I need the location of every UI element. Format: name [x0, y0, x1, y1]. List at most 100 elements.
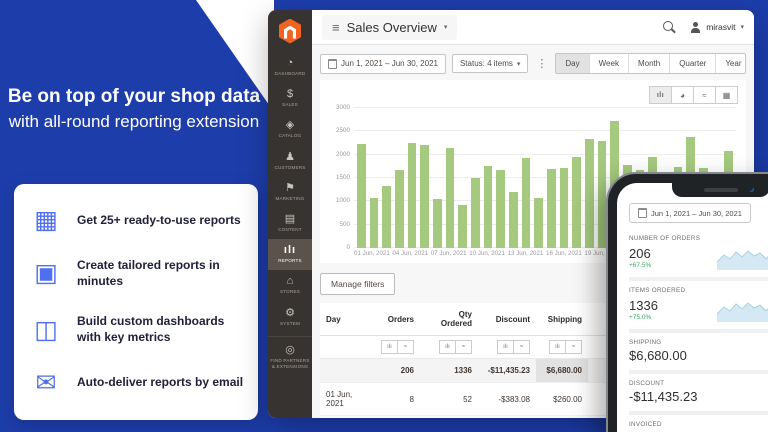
- table-cell: $260.00: [536, 383, 588, 416]
- sidebar-item-customers[interactable]: ♟ CUSTOMERS: [268, 146, 312, 177]
- phone-stat-card: INVOICED$53,185.57+76.9%: [629, 411, 768, 432]
- chart-bar: [382, 185, 392, 248]
- chart-bar: [445, 147, 455, 248]
- y-tick-label: 2000: [335, 150, 350, 158]
- phone-stat-card: SHIPPING $6,680.00: [629, 329, 768, 370]
- reports-icon: ılı: [283, 244, 297, 257]
- table-column-header[interactable]: Discount: [478, 303, 536, 336]
- sales-icon: $: [286, 88, 294, 101]
- table-column-header[interactable]: Day: [320, 303, 375, 336]
- table-view-icon[interactable]: ▦: [715, 86, 738, 104]
- chart-bar: [458, 204, 468, 248]
- calendar-icon: [638, 208, 647, 218]
- catalog-icon: ◈: [285, 119, 295, 132]
- chart-bar: [483, 165, 493, 248]
- stat-value-block: $6,680.00: [629, 348, 687, 363]
- feature-item: ◫ Build custom dashboards with key metric…: [28, 314, 244, 345]
- mini-bar-chart-icon[interactable]: ılı: [549, 340, 566, 354]
- admin-header: ≡ Sales Overview ▾ mirasvit ▾: [312, 10, 754, 45]
- stat-row: 1336 +75.0%: [629, 296, 768, 322]
- page-title-menu[interactable]: ≡ Sales Overview ▾: [322, 14, 458, 40]
- auto-deliver-icon: ✉: [35, 368, 57, 397]
- table-column-header[interactable]: Orders: [375, 303, 420, 336]
- table-sort-cell: ılı≈: [536, 336, 588, 359]
- phone-dashboard: Jun 1, 2021 – Jun 30, 2021 NUMBER OF ORD…: [617, 183, 768, 432]
- hero-subtitle: with all-round reporting extension: [8, 111, 260, 131]
- chart-bar: [496, 170, 506, 248]
- stat-label: DISCOUNT: [629, 380, 665, 387]
- stat-label: ITEMS ORDERED: [629, 287, 686, 294]
- chevron-down-icon: ▾: [516, 60, 521, 68]
- feature-label: Auto-deliver reports by email: [77, 375, 244, 390]
- table-sort-cell: [320, 336, 375, 359]
- more-options-icon[interactable]: ⋮: [536, 58, 548, 70]
- tab-day[interactable]: Day: [556, 54, 589, 73]
- bar-chart-view-icon[interactable]: ılı: [649, 86, 672, 104]
- table-total-cell: [320, 359, 375, 383]
- sidebar-item-label: CONTENT: [278, 226, 302, 232]
- date-range-button[interactable]: Jun 1, 2021 – Jun 30, 2021: [320, 53, 446, 74]
- chart-bar: [597, 141, 607, 248]
- sidebar-item-content[interactable]: ▤ CONTENT: [268, 208, 312, 239]
- gridline: [354, 200, 736, 202]
- chart-bar: [547, 168, 556, 248]
- marketing-icon: ⚑: [285, 181, 295, 194]
- sidebar-item-label: STORES: [279, 289, 300, 295]
- line-chart-view-icon[interactable]: ≈: [693, 86, 716, 104]
- phone-stats-list: NUMBER OF ORDERS 206 +67.5% ITEMS ORDERED 13…: [629, 229, 768, 432]
- user-icon: [690, 21, 701, 33]
- sidebar-item-marketing[interactable]: ⚑ MARKETING: [268, 177, 312, 208]
- search-icon[interactable]: [663, 20, 676, 34]
- custom-dashboards-icon: ◫: [34, 315, 58, 344]
- chart-toggle-pair: ılı≈: [497, 340, 530, 354]
- status-filter-label: Status: 4 items: [459, 59, 513, 68]
- mini-bar-chart-icon[interactable]: ılı: [381, 340, 398, 354]
- table-column-header[interactable]: Shipping: [536, 303, 588, 336]
- magento-logo[interactable]: [268, 10, 312, 52]
- user-account-menu[interactable]: mirasvit ▾: [690, 21, 744, 33]
- stat-row: -$11,435.23: [629, 389, 768, 404]
- table-cell: -$286.00: [478, 416, 536, 418]
- table-column-header[interactable]: Qty Ordered: [420, 303, 478, 336]
- mini-line-chart-icon[interactable]: ≈: [455, 340, 472, 354]
- status-filter-dropdown[interactable]: Status: 4 items ▾: [451, 54, 529, 73]
- tab-month[interactable]: Month: [627, 54, 669, 73]
- chart-bar: [420, 144, 430, 248]
- content-icon: ▤: [284, 212, 296, 225]
- sidebar-item-find-partners[interactable]: ◎ FIND PARTNERS & EXTENSIONS: [268, 335, 312, 376]
- sidebar-item-stores[interactable]: ⌂ STORES: [268, 270, 312, 301]
- x-tick-label: 04 Jun, 2021: [392, 250, 429, 257]
- stat-value: 1336: [629, 297, 658, 313]
- tab-quarter[interactable]: Quarter: [669, 54, 715, 73]
- phone-mockup: Jun 1, 2021 – Jun 30, 2021 NUMBER OF ORD…: [606, 172, 768, 432]
- sidebar-item-reports[interactable]: ılı REPORTS: [268, 239, 312, 271]
- sidebar-item-dashboard[interactable]: ◔ DASHBOARD: [268, 52, 312, 83]
- sidebar-item-catalog[interactable]: ◈ CATALOG: [268, 114, 312, 145]
- x-tick-label: 07 Jun, 2021: [430, 250, 467, 257]
- mini-bar-chart-icon[interactable]: ılı: [439, 340, 456, 354]
- mini-line-chart-icon[interactable]: ≈: [565, 340, 582, 354]
- chart-bar: [369, 197, 379, 248]
- mini-bar-chart-icon[interactable]: ılı: [497, 340, 514, 354]
- sidebar-item-label: REPORTS: [278, 258, 302, 264]
- phone-date-range-button[interactable]: Jun 1, 2021 – Jun 30, 2021: [629, 203, 751, 223]
- tab-year[interactable]: Year: [715, 54, 745, 73]
- find-partners-icon: ◎: [285, 343, 295, 356]
- phone-date-range-label: Jun 1, 2021 – Jun 30, 2021: [651, 208, 742, 218]
- chart-bar: [585, 139, 594, 248]
- system-icon: ⚙: [285, 306, 295, 319]
- mini-line-chart-icon[interactable]: ≈: [397, 340, 414, 354]
- mini-line-chart-icon[interactable]: ≈: [513, 340, 530, 354]
- pie-chart-view-icon[interactable]: ◕: [671, 86, 694, 104]
- ready-reports-icon: ▦: [34, 206, 58, 235]
- manage-filters-button[interactable]: Manage filters: [320, 273, 396, 295]
- sidebar-item-system[interactable]: ⚙ SYSTEM: [268, 302, 312, 333]
- tab-week[interactable]: Week: [588, 54, 628, 73]
- stat-value: $6,680.00: [629, 348, 687, 363]
- phone-stat-card: NUMBER OF ORDERS 206 +67.5%: [629, 229, 768, 277]
- chart-bar: [572, 157, 582, 248]
- gridline: [354, 177, 736, 178]
- chart-bar: [521, 157, 531, 248]
- chart-type-switcher: ılı ◕ ≈ ▦: [328, 86, 738, 104]
- sidebar-item-sales[interactable]: $ SALES: [268, 83, 312, 114]
